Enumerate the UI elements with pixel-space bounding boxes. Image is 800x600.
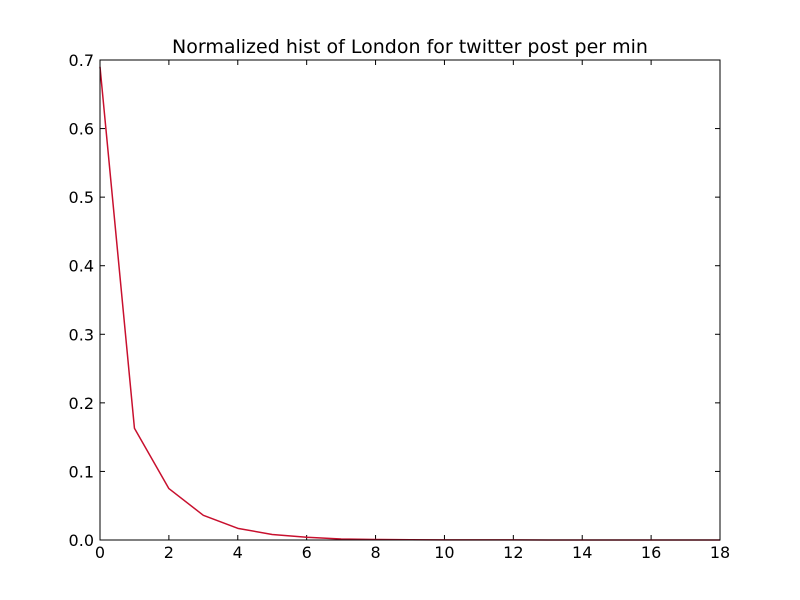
x-tick-label: 10 [434,543,454,562]
x-tick-label: 16 [641,543,661,562]
y-tick-label: 0.7 [69,51,94,70]
y-tick-label: 0.4 [69,257,94,276]
chart-title: Normalized hist of London for twitter po… [172,36,648,58]
y-tick-label: 0.3 [69,325,94,344]
series-line [99,66,720,541]
axis-ticks [99,59,721,541]
x-tick-label: 12 [503,543,523,562]
y-tick-label: 0.2 [69,394,94,413]
x-tick-label: 14 [572,543,592,562]
plot-area-frame [99,59,721,541]
x-tick-label: 6 [302,543,312,562]
x-tick-label: 8 [370,543,380,562]
series-layer [99,66,720,541]
y-tick-label: 0.1 [69,462,94,481]
y-tick-label: 0.0 [69,531,94,550]
x-tick-label: 2 [164,543,174,562]
x-tick-label: 0 [95,543,105,562]
x-tick-label: 4 [233,543,243,562]
x-tick-label: 18 [710,543,730,562]
y-tick-label: 0.5 [69,188,94,207]
y-tick-label: 0.6 [69,120,94,139]
axis-tick-labels: 0 2 4 6 8 10 12 14 16 18 0.0 0.1 0.2 0.3 0.4 0.5 0.6 0.7 [69,51,731,562]
